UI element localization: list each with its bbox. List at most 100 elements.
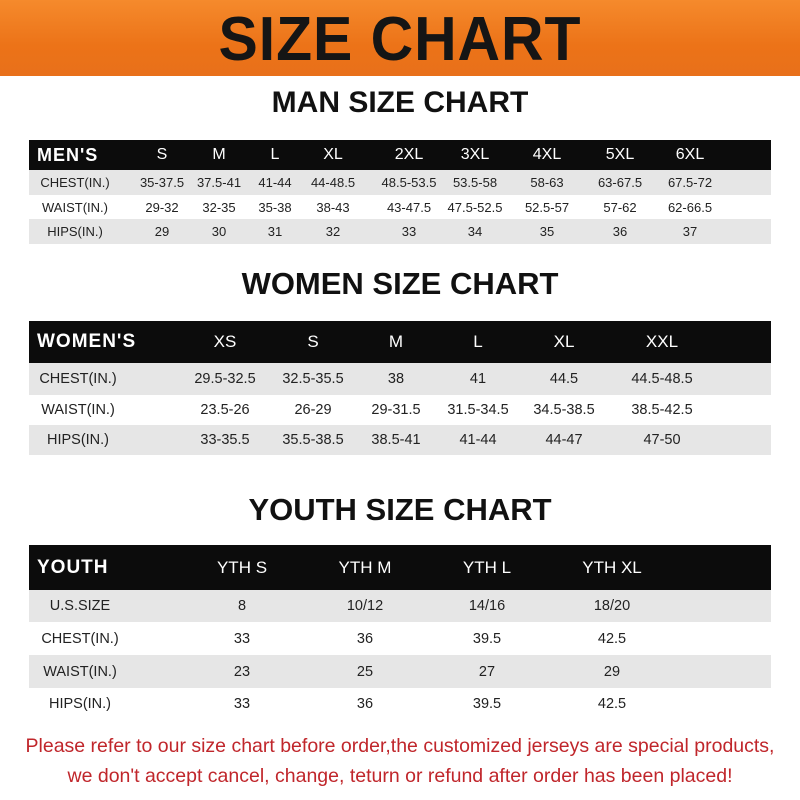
women-header-row: WOMEN'S XS S M L XL XXL [29, 321, 771, 363]
table-row: CHEST(IN.) 35-37.5 37.5-41 41-44 44-48.5 48.5… [29, 170, 771, 195]
column-header: 6XL [675, 146, 705, 163]
table-row: U.S.SIZE 8 10/12 14/16 18/20 [29, 590, 771, 622]
table-cell: 14/16 [468, 598, 506, 614]
column-header: L [473, 332, 483, 351]
table-cell: 41-44 [258, 175, 292, 190]
table-row: HIPS(IN.) 29 30 31 32 33 34 35 36 37 [29, 219, 771, 244]
men-table-label: MEN'S [37, 144, 99, 165]
table-cell: 23 [233, 663, 251, 680]
row-label: HIPS(IN.) [46, 432, 110, 448]
column-header: YTH S [216, 557, 268, 577]
table-cell: 38.5-42.5 [631, 402, 693, 418]
table-cell: 47-50 [643, 432, 681, 448]
table-cell: 32.5-35.5 [282, 371, 344, 387]
table-cell: 29-32 [145, 199, 179, 215]
youth-header-row: YOUTH YTH S YTH M YTH L YTH XL [29, 545, 771, 590]
table-cell: 10/12 [346, 598, 384, 614]
table-cell: 44.5-48.5 [631, 371, 693, 387]
notice-line-1: Please refer to our size chart before or… [25, 735, 775, 757]
table-cell: 32 [325, 224, 341, 239]
table-cell: 35-37.5 [139, 175, 185, 190]
table-cell: 18/20 [593, 598, 631, 614]
row-label: HIPS(IN.) [47, 224, 103, 239]
table-cell: 33 [233, 630, 251, 647]
column-header: 5XL [605, 146, 635, 163]
men-header-row: MEN'S S M L XL 2XL 3XL 4XL 5XL 6XL [29, 140, 771, 170]
table-cell: 34 [467, 224, 483, 239]
table-cell: 35 [539, 224, 555, 239]
table-cell: 53.5-58 [452, 175, 498, 190]
table-cell: 67.5-72 [667, 175, 713, 190]
column-header: YTH XL [582, 557, 642, 577]
table-cell: 38.5-41 [371, 432, 421, 448]
table-cell: 29.5-32.5 [194, 371, 256, 387]
table-cell: 27 [478, 663, 496, 680]
column-header: YTH L [462, 557, 512, 577]
table-cell: 32-35 [202, 199, 236, 215]
table-row: CHEST(IN.) 29.5-32.5 32.5-35.5 38 41 44.5 44.5… [29, 363, 771, 395]
table-cell: 41-44 [459, 432, 497, 448]
table-row: WAIST(IN.) 23.5-26 26-29 29-31.5 31.5-34.5 34… [29, 395, 771, 425]
table-cell: 25 [356, 663, 374, 680]
table-row: WAIST(IN.) 29-32 32-35 35-38 38-43 43-47.5 47.… [29, 195, 771, 219]
table-cell: 63-67.5 [597, 175, 643, 190]
row-label: WAIST(IN.) [42, 199, 108, 215]
table-cell: 42.5 [597, 696, 627, 712]
table-cell: 58-63 [530, 175, 564, 190]
column-header: 4XL [532, 146, 562, 163]
women-table-label: WOMEN'S [37, 331, 137, 352]
column-header: L [270, 146, 280, 163]
column-header: S [307, 332, 319, 351]
table-cell: 29 [154, 224, 170, 239]
table-cell: 37.5-41 [196, 175, 242, 190]
column-header: S [156, 146, 168, 163]
table-cell: 29 [603, 663, 621, 680]
table-cell: 39.5 [472, 696, 502, 712]
column-header: XL [553, 332, 575, 351]
table-row: HIPS(IN.) 33-35.5 35.5-38.5 38.5-41 41-44 44-… [29, 425, 771, 455]
column-header: XXL [645, 332, 679, 351]
column-header: XS [213, 332, 237, 351]
column-header: M [212, 146, 226, 163]
table-cell: 44.5 [549, 371, 579, 387]
title-banner: SIZE CHART [0, 0, 800, 76]
table-cell: 36 [612, 224, 628, 239]
row-label: HIPS(IN.) [48, 696, 112, 712]
column-header: M [388, 332, 404, 351]
table-cell: 29-31.5 [371, 402, 421, 418]
men-section-title: MAN SIZE CHART [271, 86, 529, 119]
row-label: U.S.SIZE [49, 598, 111, 614]
table-cell: 34.5-38.5 [533, 402, 595, 418]
table-cell: 44-47 [545, 432, 583, 448]
table-cell: 37 [682, 224, 698, 239]
youth-size-table: YOUTH YTH S YTH M YTH L YTH XL U.S.SIZE 8 10/12… [29, 545, 771, 720]
row-label: CHEST(IN.) [41, 630, 119, 647]
table-cell: 44-48.5 [310, 175, 356, 190]
table-cell: 30 [211, 224, 227, 239]
youth-section-title: YOUTH SIZE CHART [248, 492, 552, 527]
column-header: YTH M [338, 557, 392, 577]
table-cell: 38 [387, 371, 405, 387]
table-cell: 47.5-52.5 [447, 199, 503, 215]
women-size-table: WOMEN'S XS S M L XL XXL CHEST(IN.) 29.5-32.5 32.5… [29, 321, 771, 455]
table-cell: 31 [267, 224, 283, 239]
table-cell: 43-47.5 [386, 199, 432, 215]
table-cell: 62-66.5 [667, 199, 713, 215]
row-label: WAIST(IN.) [43, 663, 117, 680]
table-cell: 41 [469, 371, 487, 387]
table-cell: 48.5-53.5 [381, 175, 437, 190]
table-cell: 33 [233, 696, 251, 712]
table-cell: 57-62 [603, 199, 637, 215]
table-cell: 39.5 [472, 630, 502, 647]
table-cell: 52.5-57 [524, 199, 570, 215]
table-cell: 36 [356, 696, 374, 712]
row-label: WAIST(IN.) [41, 402, 115, 418]
row-label: CHEST(IN.) [40, 175, 110, 190]
table-row: HIPS(IN.) 33 36 39.5 42.5 [29, 688, 771, 720]
column-header: XL [323, 146, 343, 163]
table-cell: 38-43 [316, 199, 350, 215]
table-cell: 31.5-34.5 [447, 402, 509, 418]
table-cell: 33 [401, 224, 417, 239]
youth-table-label: YOUTH [37, 556, 109, 578]
table-cell: 26-29 [294, 402, 332, 418]
